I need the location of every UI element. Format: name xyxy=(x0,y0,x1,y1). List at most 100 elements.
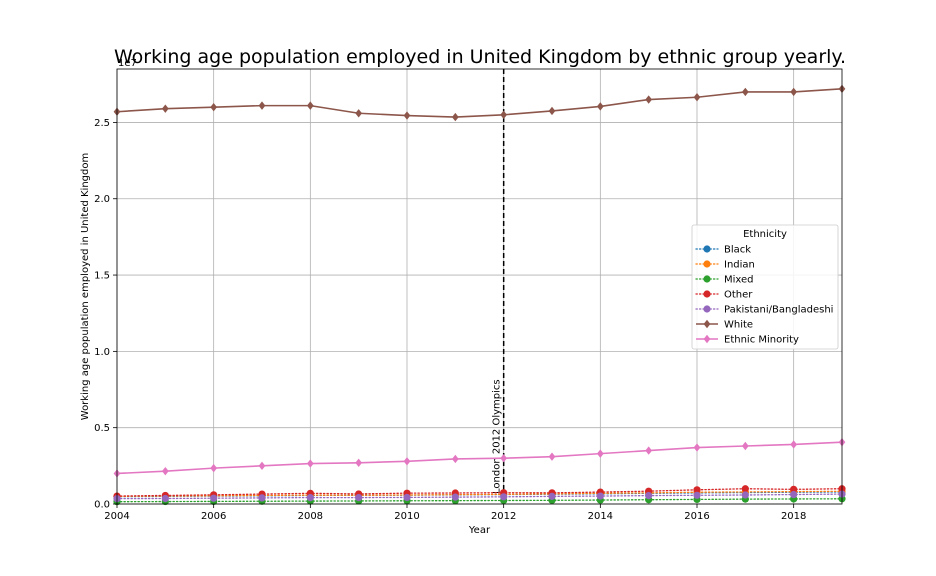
legend-label: Ethnic Minority xyxy=(724,335,799,346)
data-point xyxy=(693,93,701,102)
data-point xyxy=(548,106,556,116)
y-axis-ticks: 0.0 0.5 1.0 1.5 2.0 2.5 xyxy=(94,118,117,511)
grid xyxy=(116,69,842,505)
data-point xyxy=(500,110,508,119)
data-point xyxy=(451,454,459,464)
legend-label: Indian xyxy=(724,260,755,271)
x-axis-ticks: 2004 2006 2008 2010 2012 2014 2016 2018 xyxy=(104,504,806,522)
legend-swatch-marker xyxy=(703,275,711,283)
x-axis-label: Year xyxy=(468,525,491,536)
annotation: London 2012 Olympics xyxy=(492,69,505,504)
legend-swatch-marker xyxy=(703,305,711,313)
data-point xyxy=(306,459,314,468)
data-point xyxy=(451,112,459,122)
series-other xyxy=(113,485,846,500)
data-point xyxy=(790,440,798,449)
legend-swatch-marker xyxy=(703,260,711,268)
x-tick-label: 2014 xyxy=(588,511,613,522)
data-point xyxy=(741,491,749,499)
data-point xyxy=(500,493,508,501)
legend-swatch-marker xyxy=(703,319,711,329)
data-point xyxy=(693,443,701,452)
y-tick-label: 1.0 xyxy=(94,347,110,358)
x-tick-label: 2010 xyxy=(394,511,419,522)
legend-item: Indian xyxy=(695,260,755,271)
legend-item: Pakistani/Bangladeshi xyxy=(695,305,833,316)
legend-item: Other xyxy=(695,290,753,301)
legend-swatch-marker xyxy=(703,334,711,344)
legend-label: Mixed xyxy=(724,275,754,286)
data-point xyxy=(548,452,556,461)
series-line xyxy=(116,490,843,498)
legend-label: Pakistani/Bangladeshi xyxy=(724,305,833,316)
data-point xyxy=(355,493,363,502)
annotation-label: London 2012 Olympics xyxy=(492,379,503,494)
data-point xyxy=(161,104,169,113)
data-point xyxy=(596,449,604,458)
data-point xyxy=(596,492,604,500)
legend-label: Other xyxy=(724,290,753,301)
legend-label: Black xyxy=(724,245,751,256)
data-point xyxy=(258,101,266,110)
data-point xyxy=(210,494,218,502)
x-tick-label: 2018 xyxy=(781,511,806,522)
data-point xyxy=(500,454,508,463)
data-point xyxy=(258,494,266,502)
data-point xyxy=(741,441,749,451)
data-point xyxy=(258,461,266,471)
data-point xyxy=(306,101,314,110)
series-line xyxy=(116,488,843,497)
data-point xyxy=(355,458,363,467)
legend-box xyxy=(691,224,839,350)
data-point xyxy=(210,463,218,473)
data-point xyxy=(451,493,459,501)
legend-label: White xyxy=(724,320,753,331)
x-tick-label: 2006 xyxy=(201,511,226,522)
series-ethnic-minority xyxy=(113,437,846,478)
data-point xyxy=(645,492,653,500)
data-point xyxy=(596,102,604,111)
data-point xyxy=(741,87,749,97)
series-line xyxy=(116,441,843,475)
legend: Ethnicity Black Indian Mixed Other Pakistani/… xyxy=(691,224,839,350)
series-line xyxy=(116,493,843,500)
data-point xyxy=(790,485,798,493)
chart-title: Working age population employed in Unite… xyxy=(114,46,846,68)
legend-swatch-marker xyxy=(703,245,711,253)
series-line xyxy=(116,498,843,503)
series-white xyxy=(113,84,846,122)
legend-item: White xyxy=(696,320,753,331)
data-point xyxy=(403,111,411,120)
data-point xyxy=(403,493,411,502)
data-point xyxy=(645,446,653,455)
legend-item: Ethnic Minority xyxy=(696,335,799,346)
series-line xyxy=(116,88,843,118)
y-tick-label: 1.5 xyxy=(94,271,110,282)
data-point xyxy=(548,492,556,500)
y-tick-label: 2.0 xyxy=(94,194,110,205)
legend-swatch-marker xyxy=(703,290,711,298)
data-point xyxy=(306,493,314,502)
x-tick-label: 2016 xyxy=(684,511,709,522)
data-point xyxy=(790,87,798,97)
legend-title: Ethnicity xyxy=(743,229,787,240)
data-point xyxy=(403,457,411,466)
y-tick-label: 2.5 xyxy=(94,118,110,129)
x-tick-label: 2008 xyxy=(298,511,323,522)
legend-item: Black xyxy=(695,245,751,256)
data-point xyxy=(693,491,701,499)
plot-frame xyxy=(116,68,843,505)
x-tick-label: 2004 xyxy=(104,511,129,522)
data-point xyxy=(355,109,363,118)
legend-item: Mixed xyxy=(695,275,754,286)
y-axis-multiplier: 1e7 xyxy=(118,58,137,69)
data-point xyxy=(790,490,798,499)
data-point xyxy=(693,486,701,494)
data-point xyxy=(161,466,169,476)
y-tick-label: 0.5 xyxy=(94,423,110,434)
data-point xyxy=(210,102,218,112)
y-axis-label: Working age population employed in Unite… xyxy=(80,153,91,420)
data-point xyxy=(645,95,653,104)
data-point xyxy=(741,485,749,493)
